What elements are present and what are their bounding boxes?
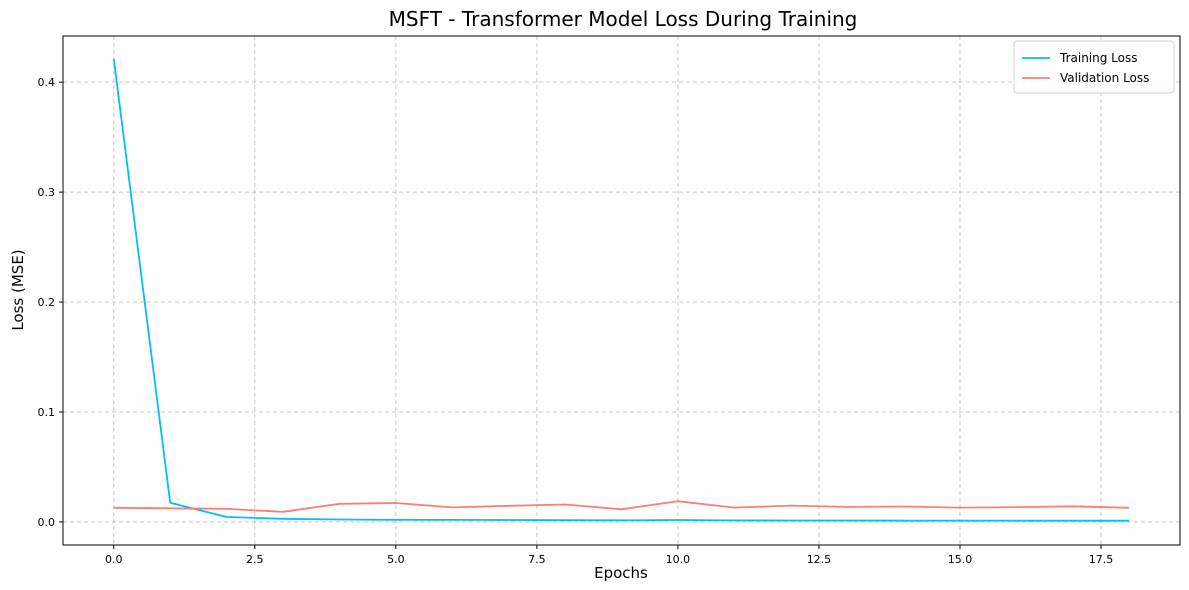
- x-tick-label: 15.0: [948, 553, 973, 566]
- series-line-training-loss: [112, 58, 1130, 522]
- x-axis-label: Epochs: [594, 564, 648, 582]
- y-tick-label: 0.0: [38, 516, 56, 529]
- x-tick-label: 2.5: [246, 553, 264, 566]
- x-tick-label: 17.5: [1089, 553, 1114, 566]
- legend: Training Loss Validation Loss: [1013, 40, 1175, 94]
- x-tick-label: 0.0: [105, 553, 123, 566]
- y-tick-label: 0.3: [38, 186, 56, 199]
- y-axis-ticks: 0.0 0.1 0.2 0.3 0.4: [38, 76, 63, 529]
- x-tick-label: 5.0: [387, 553, 405, 566]
- legend-label: Validation Loss: [1060, 71, 1149, 85]
- grid-lines: [63, 36, 1180, 545]
- legend-box: [1013, 40, 1175, 94]
- x-tick-label: 7.5: [528, 553, 546, 566]
- y-tick-label: 0.4: [38, 76, 56, 89]
- series-lines: [112, 58, 1130, 522]
- x-tick-label: 12.5: [807, 553, 832, 566]
- chart-title: MSFT - Transformer Model Loss During Tra…: [389, 7, 858, 31]
- y-tick-label: 0.2: [38, 296, 56, 309]
- x-tick-label: 10.0: [666, 553, 691, 566]
- series-line-validation-loss: [113, 500, 1130, 513]
- y-axis-label: Loss (MSE): [9, 249, 27, 330]
- y-tick-label: 0.1: [38, 406, 56, 419]
- x-axis-ticks: 0.0 2.5 5.0 7.5 10.0 12.5 15.0 17.5: [105, 545, 1113, 566]
- legend-label: Training Loss: [1059, 51, 1137, 65]
- plot-frame: [62, 35, 1181, 546]
